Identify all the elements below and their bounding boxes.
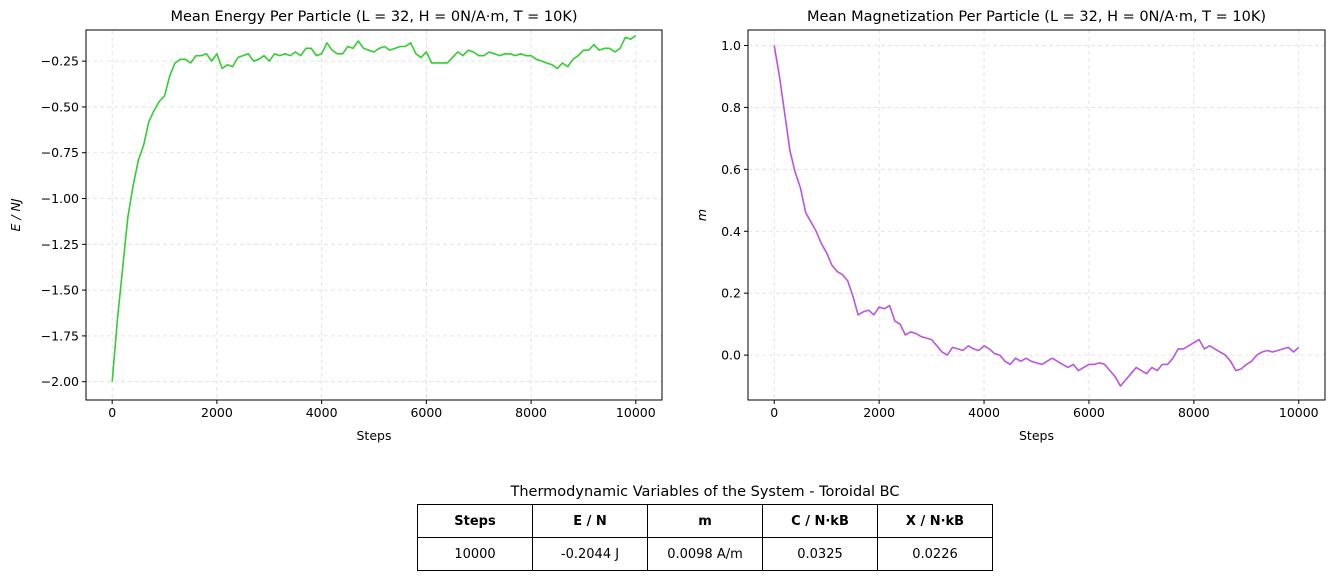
energy-series-line xyxy=(111,34,637,382)
header-susceptibility: X / N·kB xyxy=(877,504,993,538)
magnetization-axes-frame xyxy=(747,29,1326,401)
cell-susceptibility: 0.0226 xyxy=(877,537,993,571)
header-steps: Steps xyxy=(417,504,533,538)
energy-axes-frame xyxy=(85,29,663,401)
energy-xtick-label-0: 0 xyxy=(108,405,116,420)
magnetization-xtick-label-0: 0 xyxy=(770,405,778,420)
magnetization-x-axis-label: Steps xyxy=(1019,428,1054,443)
energy-xtick-label-4: 8000 xyxy=(515,405,547,420)
table-title: Thermodynamic Variables of the System - … xyxy=(510,484,900,500)
header-magnetization: m xyxy=(647,504,763,538)
thermo-table: Steps E / N m C / N·kB X / N·kB 10000 -0… xyxy=(417,504,993,571)
energy-ytick-label-0: −2.00 xyxy=(41,374,79,389)
table-row: 10000 -0.2044 J 0.0098 A/m 0.0325 0.0226 xyxy=(417,537,993,571)
magnetization-ytick-label-5: 1.0 xyxy=(721,38,741,53)
magnetization-ytick-label-0: 0.0 xyxy=(721,348,741,363)
energy-ytick-label-6: −0.50 xyxy=(41,99,79,114)
magnetization-y-axis-label: m xyxy=(694,209,709,221)
magnetization-ytick-label-1: 0.2 xyxy=(721,286,741,301)
magnetization-xtick-label-2: 4000 xyxy=(968,405,1000,420)
figure-canvas: 0 2000 4000 6000 8000 10000 −2.00 −1.75 −1.50 −1.… xyxy=(8,9,1326,443)
magnetization-xtick-label-5: 10000 xyxy=(1279,405,1319,420)
energy-chart-title: Mean Energy Per Particle (L = 32, H = 0N… xyxy=(170,9,577,25)
magnetization-ytick-label-4: 0.8 xyxy=(721,100,741,115)
energy-x-axis-label: Steps xyxy=(357,428,392,443)
energy-xtick-label-2: 4000 xyxy=(306,405,338,420)
energy-chart: 0 2000 4000 6000 8000 10000 −2.00 −1.75 −1.50 −1.… xyxy=(8,9,663,443)
magnetization-ytick-label-2: 0.4 xyxy=(721,224,741,239)
magnetization-xtick-label-4: 8000 xyxy=(1178,405,1210,420)
table-header-row: Steps E / N m C / N·kB X / N·kB xyxy=(417,504,993,538)
header-heat-capacity: C / N·kB xyxy=(762,504,878,538)
energy-ytick-label-2: −1.50 xyxy=(41,283,79,298)
magnetization-xtick-label-3: 6000 xyxy=(1073,405,1105,420)
cell-heat-capacity: 0.0325 xyxy=(762,537,878,571)
energy-xtick-label-1: 2000 xyxy=(201,405,233,420)
cell-steps: 10000 xyxy=(417,537,533,571)
energy-y-axis-label: E / NJ xyxy=(8,198,23,231)
cell-energy: -0.2044 J xyxy=(532,537,648,571)
energy-xtick-label-3: 6000 xyxy=(410,405,442,420)
header-energy: E / N xyxy=(532,504,648,538)
magnetization-series-line xyxy=(773,45,1300,387)
magnetization-ytick-label-3: 0.6 xyxy=(721,162,741,177)
energy-ytick-label-7: −0.25 xyxy=(41,54,79,69)
energy-ytick-label-4: −1.00 xyxy=(41,191,79,206)
energy-ytick-label-5: −0.75 xyxy=(41,145,79,160)
cell-magnetization: 0.0098 A/m xyxy=(647,537,763,571)
magnetization-chart-title: Mean Magnetization Per Particle (L = 32,… xyxy=(807,9,1266,25)
energy-ytick-label-3: −1.25 xyxy=(41,237,79,252)
magnetization-chart: 0 2000 4000 6000 8000 10000 0.0 0.2 0.4 0.6 0.8 1.0… xyxy=(694,9,1326,443)
energy-xtick-label-5: 10000 xyxy=(616,405,656,420)
magnetization-xtick-label-1: 2000 xyxy=(863,405,895,420)
energy-ytick-label-1: −1.75 xyxy=(41,328,79,343)
